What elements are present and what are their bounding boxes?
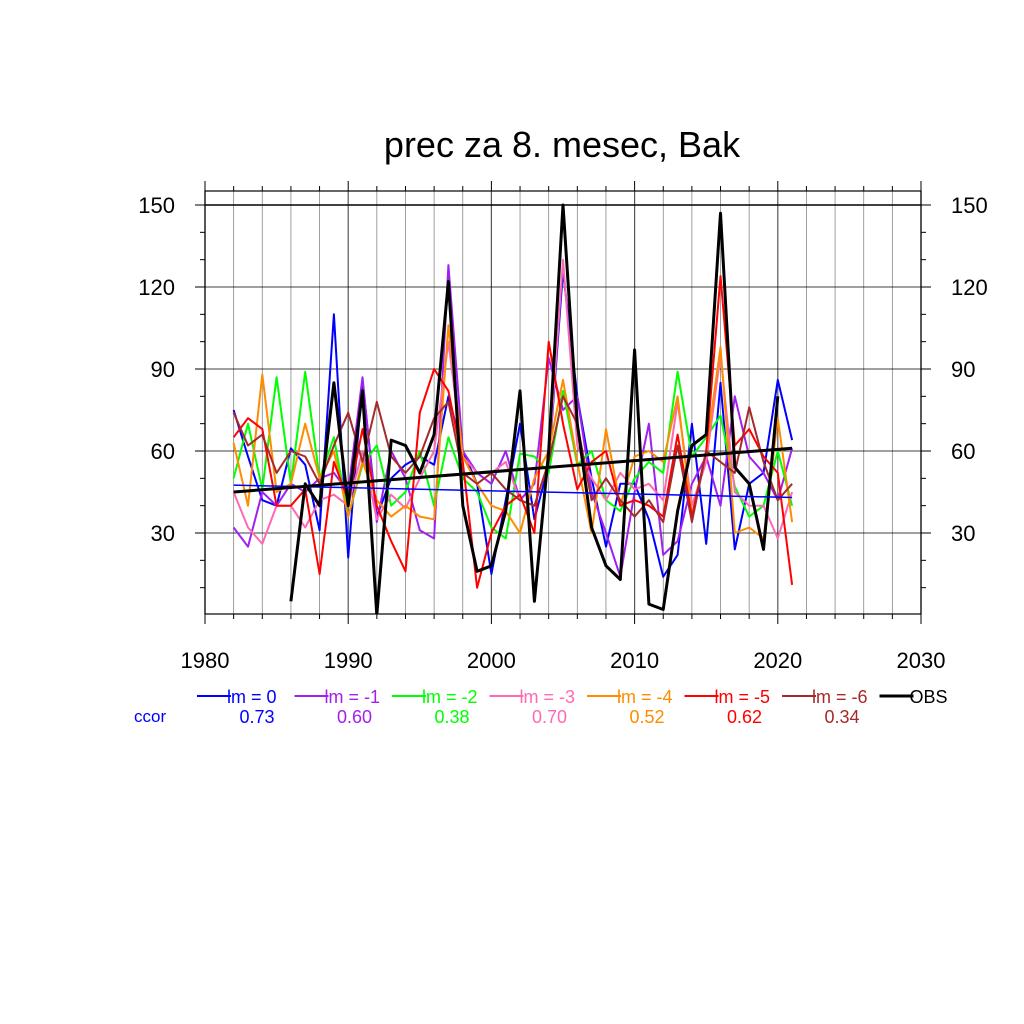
legend-ccor-value: 0.73 (239, 707, 274, 727)
legend-ccor-value: 0.62 (727, 707, 762, 727)
x-tick-label: 2030 (897, 648, 946, 673)
legend-label: lm = -1 (325, 687, 381, 707)
y-tick-label-left: 60 (151, 439, 175, 464)
series-line-lm-1 (232, 264, 794, 578)
x-tick-label: 2010 (610, 648, 659, 673)
series-line-lm-6 (232, 395, 793, 524)
ccor-label: ccor (134, 707, 166, 726)
legend-label: OBS (910, 687, 948, 707)
y-tick-label-right: 60 (951, 439, 975, 464)
axes: 1980 1990 2000 2010 2020 2030 30 30 60 60 90 90 120 1… (138, 181, 988, 673)
x-tick-label: 2020 (753, 648, 802, 673)
legend-label: lm = -5 (715, 687, 771, 707)
x-tick-label: 1990 (324, 648, 373, 673)
legend-label: lm = -4 (617, 687, 673, 707)
legend-ccor-value: 0.34 (824, 707, 859, 727)
trend-line-lm-0-trend (233, 484, 793, 499)
legend-ccor-value: 0.52 (629, 707, 664, 727)
x-tick-label: 1980 (181, 648, 230, 673)
legend-ccor-value: 0.60 (337, 707, 372, 727)
y-tick-label-left: 150 (138, 193, 175, 218)
y-tick-label-right: 30 (951, 521, 975, 546)
legend-label: lm = 0 (227, 687, 277, 707)
plot-area (232, 203, 794, 614)
legend-ccor-value: 0.70 (532, 707, 567, 727)
x-tick-label: 2000 (467, 648, 516, 673)
trend-line-obs-trend (233, 446, 793, 494)
y-tick-label-left: 90 (151, 357, 175, 382)
series-layer (232, 203, 794, 614)
plot-frame (204, 190, 922, 615)
y-tick-label-right: 120 (951, 275, 988, 300)
y-tick-label-left: 120 (138, 275, 175, 300)
y-tick-label-right: 90 (951, 357, 975, 382)
legend-label: lm = -2 (422, 687, 478, 707)
chart-title: prec za 8. mesec, Bak (384, 124, 741, 165)
legend: ccor lm = 00.73 lm = -10.60 lm = -20.38 lm … (134, 687, 948, 727)
legend-ccor-value: 0.38 (434, 707, 469, 727)
y-tick-label-right: 150 (951, 193, 988, 218)
y-tick-label-left: 30 (151, 521, 175, 546)
legend-label: lm = -3 (520, 687, 576, 707)
series-line-lm-2 (232, 370, 794, 540)
series-line-obs (289, 203, 780, 614)
legend-label: lm = -6 (812, 687, 868, 707)
